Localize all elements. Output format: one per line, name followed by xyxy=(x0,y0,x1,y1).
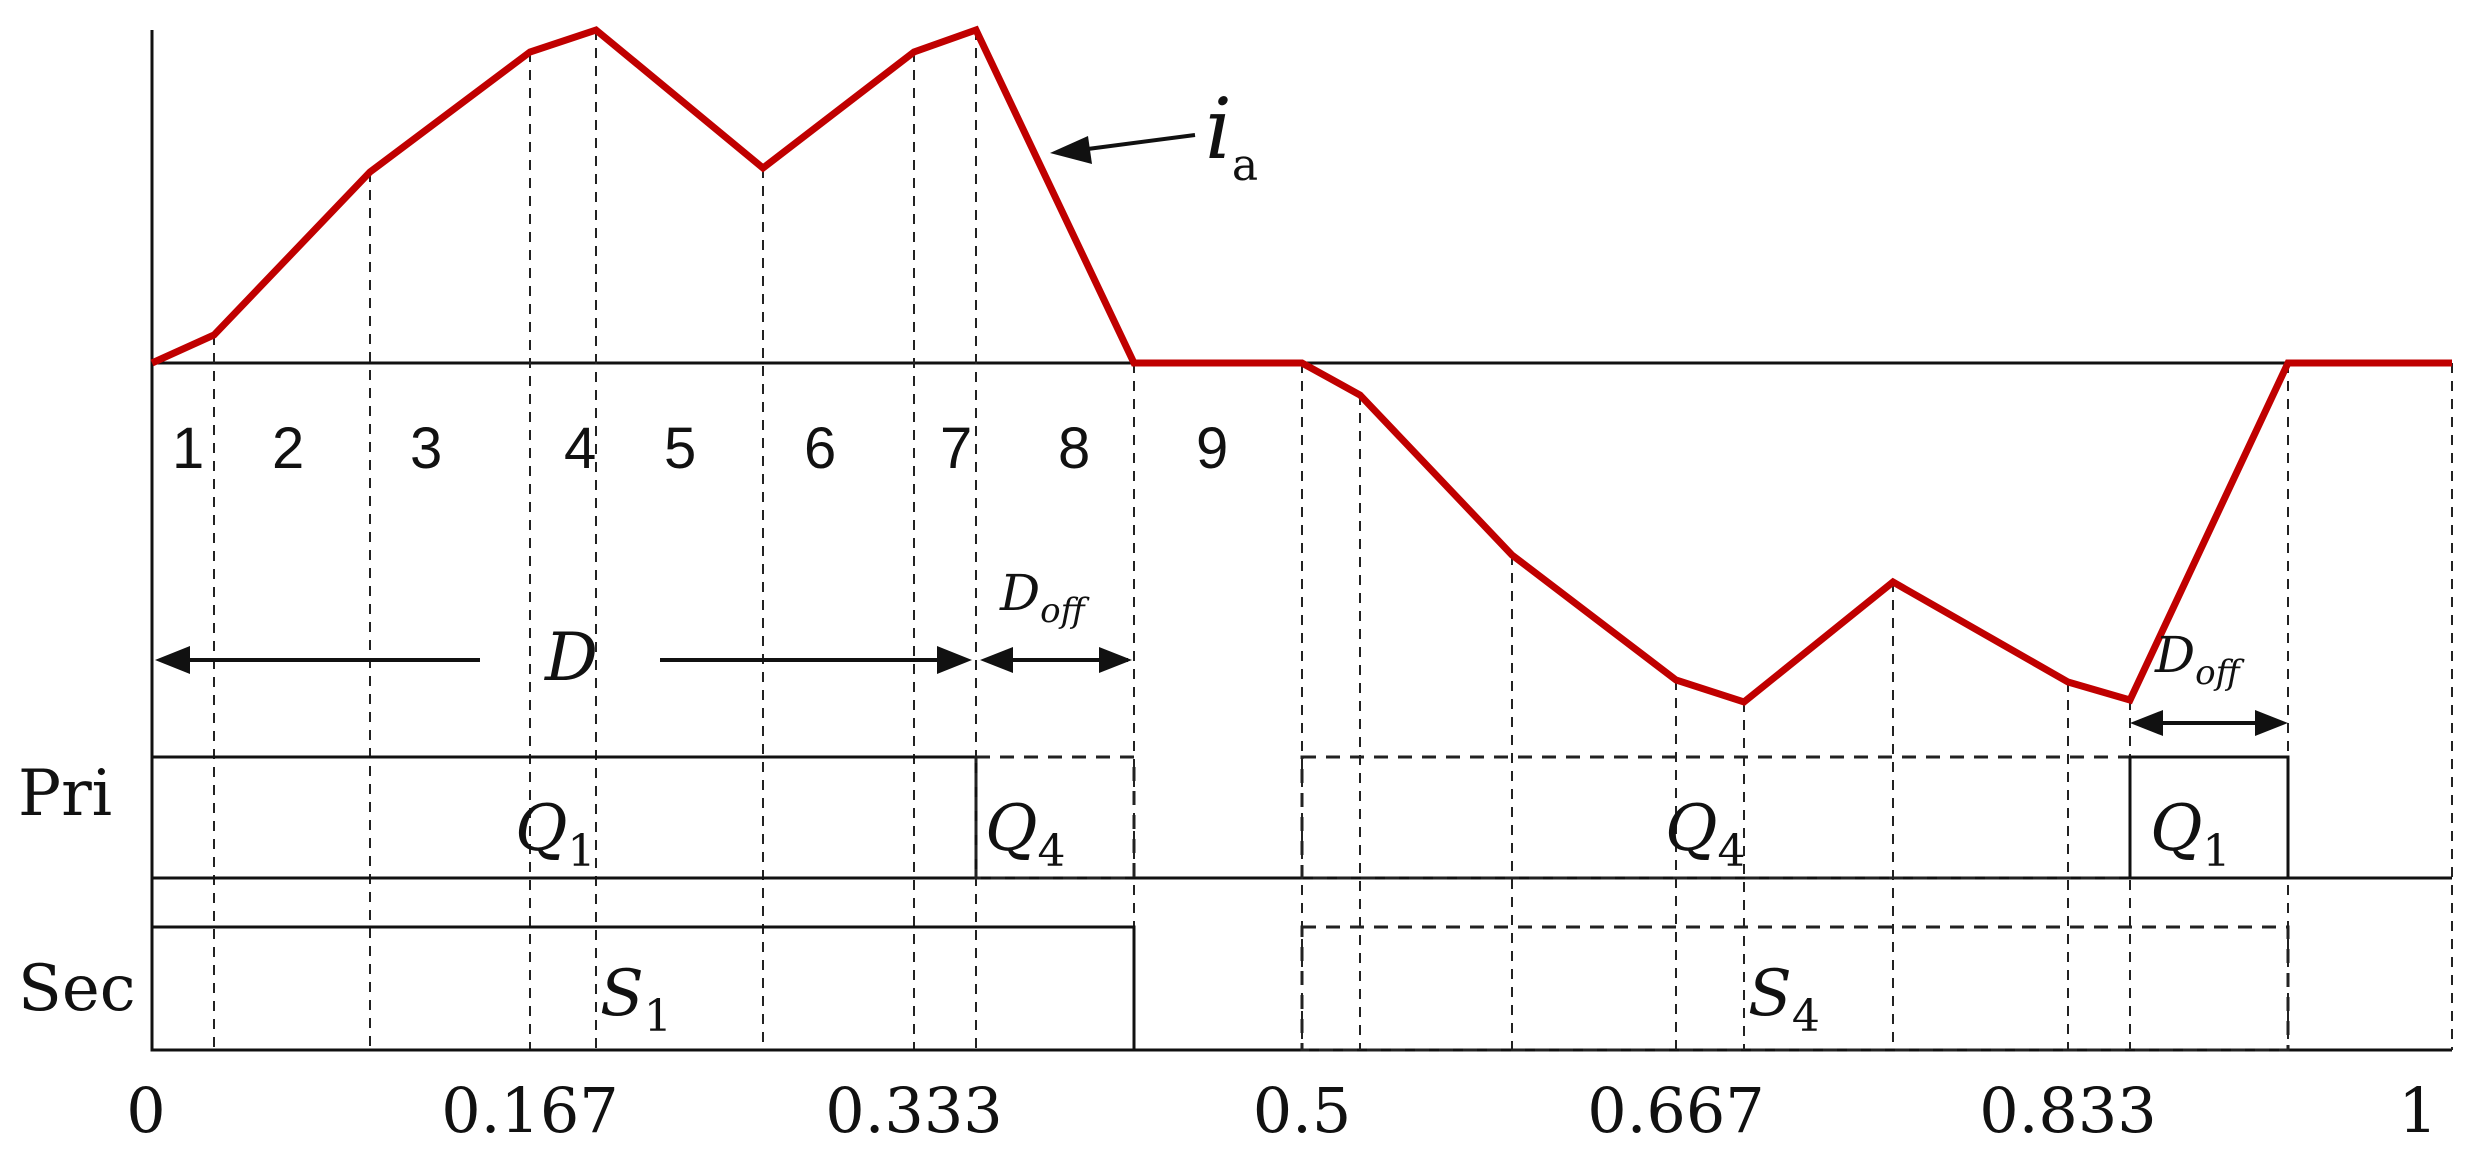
s4-label: S4 xyxy=(1748,957,1820,1042)
s1-pulse xyxy=(150,925,1136,1052)
interval-numbers: 1 2 3 4 5 6 7 8 9 xyxy=(172,416,1228,481)
doff-arrow-second xyxy=(2130,710,2288,736)
doff-arrow-first xyxy=(980,647,1132,673)
current-label-arrowhead xyxy=(1050,136,1092,164)
interval-number: 3 xyxy=(410,416,442,481)
q1-pulse-first xyxy=(150,755,978,880)
q1-label-second: Q1 xyxy=(2150,792,2230,877)
duty-label: D xyxy=(544,619,598,696)
current-waveform xyxy=(150,25,2452,706)
interval-number: 7 xyxy=(940,416,972,481)
doff-label-first: Doff xyxy=(999,564,1090,631)
doff-label-second: Doff xyxy=(2154,626,2245,693)
q4-label-first: Q4 xyxy=(985,792,1065,877)
interval-number: 9 xyxy=(1196,416,1228,481)
interval-guides xyxy=(213,30,2453,1050)
interval-number: 5 xyxy=(664,416,696,481)
primary-row-label: Pri xyxy=(18,757,112,831)
interval-number: 8 xyxy=(1058,416,1090,481)
x-tick-label: 1 xyxy=(2398,1074,2437,1147)
current-label: ia xyxy=(1205,80,1258,191)
secondary-row-label: Sec xyxy=(18,952,136,1026)
duty-arrow xyxy=(155,646,972,674)
x-tick-label: 0.667 xyxy=(1587,1074,1765,1147)
current-label-arrow xyxy=(1079,133,1196,152)
x-tick-label: 0.833 xyxy=(1979,1074,2157,1147)
q1-pulse-second xyxy=(2128,755,2290,880)
q4-label-second: Q4 xyxy=(1665,792,1745,877)
s4-pulse xyxy=(1300,925,2290,1052)
interval-number: 1 xyxy=(172,416,204,481)
x-tick-label: 0 xyxy=(126,1074,165,1147)
interval-number: 2 xyxy=(272,416,304,481)
x-tick-label: 0.5 xyxy=(1253,1074,1352,1147)
x-tick-label: 0.333 xyxy=(825,1074,1003,1147)
s1-label: S1 xyxy=(600,957,672,1042)
x-tick-label: 0.167 xyxy=(441,1074,619,1147)
interval-number: 4 xyxy=(564,416,596,481)
q1-label-first: Q1 xyxy=(515,792,595,877)
x-tick-labels: 0 0.167 0.333 0.5 0.667 0.833 1 xyxy=(126,1074,2437,1147)
q4-pulse-first xyxy=(974,755,1136,880)
interval-number: 6 xyxy=(804,416,836,481)
